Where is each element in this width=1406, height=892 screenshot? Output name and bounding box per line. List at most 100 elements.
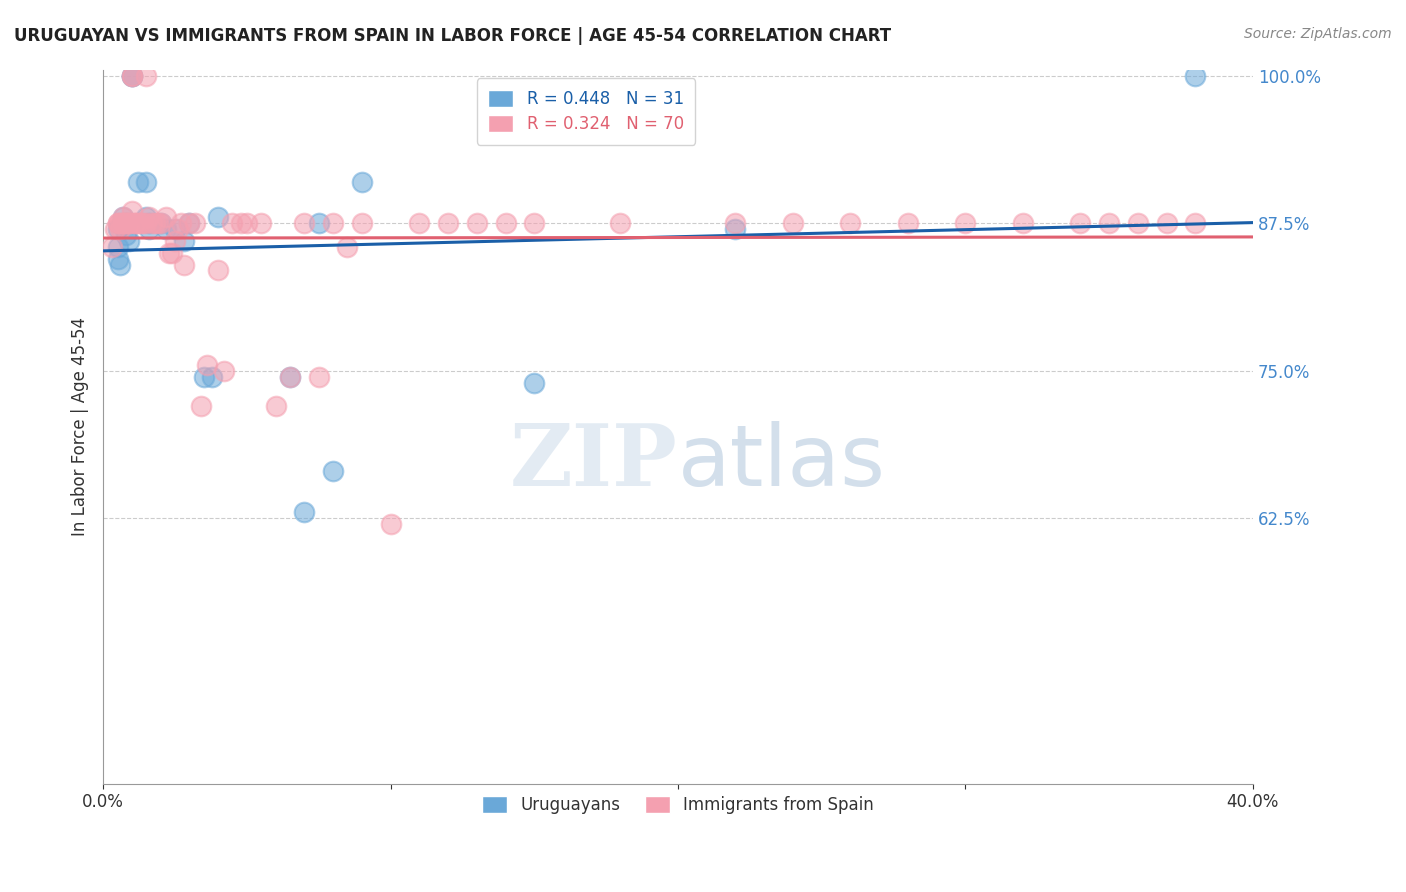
Point: [308, 216, 330, 230]
Point: [115, 216, 138, 230]
Point: [138, 222, 160, 236]
Point: [322, 464, 344, 478]
Point: [115, 227, 138, 242]
Point: [160, 245, 183, 260]
Point: [138, 216, 160, 230]
Point: [121, 69, 143, 83]
Point: [250, 216, 273, 230]
Point: [1098, 216, 1121, 230]
Point: [897, 216, 920, 230]
Point: [132, 216, 155, 230]
Point: [308, 369, 330, 384]
Point: [179, 216, 201, 230]
Point: [495, 216, 517, 230]
Point: [127, 216, 149, 230]
Point: [110, 258, 132, 272]
Point: [135, 211, 157, 225]
Point: [955, 216, 977, 230]
Point: [179, 216, 201, 230]
Point: [201, 369, 224, 384]
Point: [121, 204, 143, 219]
Point: [1156, 216, 1178, 230]
Point: [350, 216, 373, 230]
Point: [112, 211, 135, 225]
Point: [523, 216, 546, 230]
Point: [184, 216, 207, 230]
Point: [146, 216, 169, 230]
Y-axis label: In Labor Force | Age 45-54: In Labor Force | Age 45-54: [72, 318, 89, 536]
Point: [107, 222, 129, 236]
Point: [278, 369, 301, 384]
Point: [115, 216, 138, 230]
Point: [782, 216, 804, 230]
Point: [1012, 216, 1035, 230]
Point: [465, 216, 488, 230]
Point: [408, 216, 430, 230]
Point: [195, 358, 218, 372]
Point: [173, 234, 195, 248]
Point: [110, 222, 132, 236]
Point: [350, 175, 373, 189]
Point: [104, 222, 127, 236]
Point: [143, 216, 166, 230]
Point: [163, 234, 186, 248]
Point: [124, 216, 146, 230]
Point: [112, 216, 135, 230]
Point: [1184, 69, 1206, 83]
Text: atlas: atlas: [678, 421, 886, 504]
Point: [336, 240, 359, 254]
Point: [1184, 216, 1206, 230]
Point: [1126, 216, 1149, 230]
Point: [127, 175, 149, 189]
Point: [112, 216, 135, 230]
Point: [839, 216, 862, 230]
Point: [107, 216, 129, 230]
Text: URUGUAYAN VS IMMIGRANTS FROM SPAIN IN LABOR FORCE | AGE 45-54 CORRELATION CHART: URUGUAYAN VS IMMIGRANTS FROM SPAIN IN LA…: [14, 27, 891, 45]
Point: [110, 216, 132, 230]
Point: [155, 222, 177, 236]
Point: [437, 216, 460, 230]
Point: [138, 211, 160, 225]
Point: [107, 240, 129, 254]
Point: [170, 216, 193, 230]
Point: [107, 252, 129, 266]
Legend: Uruguayans, Immigrants from Spain: Uruguayans, Immigrants from Spain: [470, 784, 886, 825]
Point: [129, 216, 152, 230]
Point: [724, 222, 747, 236]
Point: [100, 240, 122, 254]
Text: Source: ZipAtlas.com: Source: ZipAtlas.com: [1244, 27, 1392, 41]
Point: [141, 216, 163, 230]
Point: [135, 175, 157, 189]
Point: [523, 376, 546, 390]
Point: [193, 369, 215, 384]
Point: [121, 69, 143, 83]
Point: [292, 216, 315, 230]
Point: [118, 216, 141, 230]
Point: [149, 216, 172, 230]
Point: [322, 216, 344, 230]
Point: [118, 216, 141, 230]
Point: [212, 364, 235, 378]
Point: [121, 69, 143, 83]
Point: [278, 369, 301, 384]
Point: [173, 258, 195, 272]
Point: [112, 211, 135, 225]
Point: [121, 69, 143, 83]
Point: [1069, 216, 1091, 230]
Point: [163, 222, 186, 236]
Point: [292, 505, 315, 519]
Point: [149, 216, 172, 230]
Point: [107, 216, 129, 230]
Point: [190, 399, 212, 413]
Point: [135, 216, 157, 230]
Point: [609, 216, 631, 230]
Point: [207, 211, 229, 225]
Point: [157, 245, 180, 260]
Point: [167, 222, 190, 236]
Point: [155, 211, 177, 225]
Point: [135, 69, 157, 83]
Point: [236, 216, 259, 230]
Point: [207, 263, 229, 277]
Point: [229, 216, 252, 230]
Point: [264, 399, 287, 413]
